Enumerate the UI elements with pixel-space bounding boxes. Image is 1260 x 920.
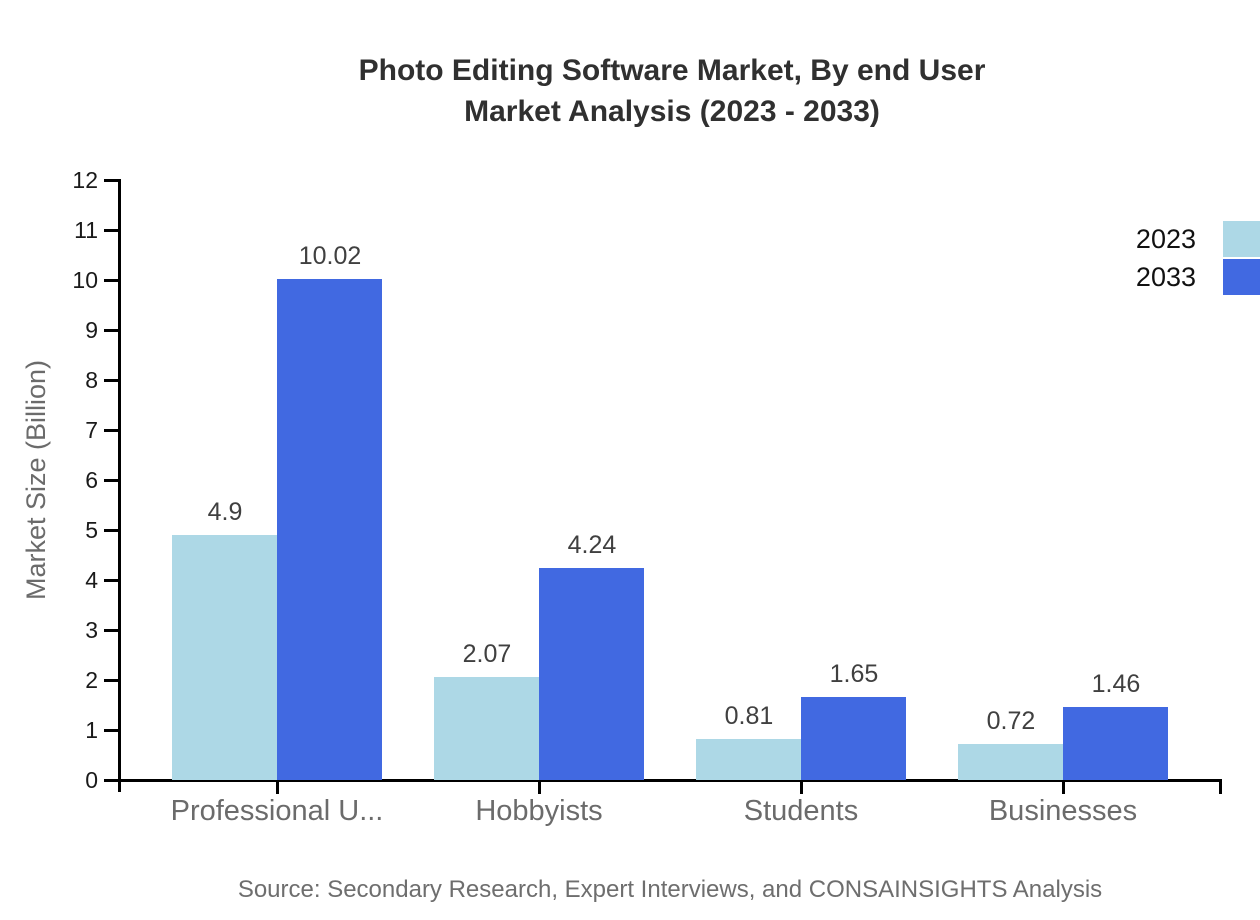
y-axis-tick xyxy=(104,679,118,682)
chart-title-line-1: Photo Editing Software Market, By end Us… xyxy=(358,54,986,87)
y-axis-tick xyxy=(104,629,118,632)
bar-2033-2 xyxy=(801,697,906,780)
x-axis-tick xyxy=(1062,780,1065,794)
bar-2033-0 xyxy=(277,279,382,780)
bar-value-label: 0.72 xyxy=(986,707,1036,735)
x-axis-tick xyxy=(276,780,279,794)
legend-label-2023: 2023 xyxy=(1135,224,1196,254)
y-axis-tick-label: 1 xyxy=(85,717,98,743)
x-axis-tick xyxy=(538,780,541,794)
bar-value-label: 1.46 xyxy=(1091,670,1141,698)
bar-value-label: 2.07 xyxy=(462,640,512,668)
y-axis-tick xyxy=(104,229,118,232)
chart-title-line-2: Market Analysis (2023 - 2033) xyxy=(464,95,880,128)
bar-value-label: 1.65 xyxy=(829,660,879,688)
y-axis-tick xyxy=(104,479,118,482)
legend-swatch-2023[interactable] xyxy=(1223,221,1260,257)
bar-value-label: 4.24 xyxy=(567,531,617,559)
source-note: Source: Secondary Research, Expert Inter… xyxy=(237,876,1103,903)
y-axis-tick xyxy=(104,379,118,382)
y-axis-tick-label: 7 xyxy=(85,417,98,443)
bar-2023-1 xyxy=(434,677,539,780)
y-axis-tick-label: 6 xyxy=(85,467,98,493)
y-axis-tick-label: 8 xyxy=(85,367,98,393)
y-axis-tick xyxy=(104,529,118,532)
category-label-3: Businesses xyxy=(988,795,1138,827)
y-axis-tick-label: 3 xyxy=(85,617,98,643)
y-axis-tick-label: 12 xyxy=(72,167,98,193)
category-label-2: Students xyxy=(743,795,859,827)
bar-value-label: 4.9 xyxy=(207,498,243,526)
y-axis-tick xyxy=(104,279,118,282)
y-axis-tick xyxy=(104,179,118,182)
bar-2033-3 xyxy=(1063,707,1168,780)
y-axis-line xyxy=(118,179,121,792)
y-axis-tick-label: 2 xyxy=(85,667,98,693)
category-label-1: Hobbyists xyxy=(475,795,603,827)
y-axis-tick xyxy=(104,779,118,782)
bar-value-label: 0.81 xyxy=(724,702,774,730)
x-axis-end-tick xyxy=(1219,780,1222,794)
y-axis-tick-label: 5 xyxy=(85,517,98,543)
y-axis-tick xyxy=(104,329,118,332)
y-axis-tick xyxy=(104,429,118,432)
bar-value-label: 10.02 xyxy=(298,242,362,270)
bar-2033-1 xyxy=(539,568,644,780)
y-axis-tick-label: 4 xyxy=(85,567,98,593)
bar-2023-3 xyxy=(958,744,1063,780)
bar-2023-2 xyxy=(696,739,801,780)
y-axis-tick-label: 9 xyxy=(85,317,98,343)
y-axis-tick-label: 11 xyxy=(74,217,98,243)
category-label-0: Professional U... xyxy=(170,795,384,827)
y-axis-tick xyxy=(104,729,118,732)
y-axis-tick-label: 10 xyxy=(72,267,98,293)
bar-2023-0 xyxy=(172,535,277,780)
legend-swatch-2033[interactable] xyxy=(1223,259,1260,295)
chart-title: Photo Editing Software Market, By end Us… xyxy=(122,50,1222,132)
y-axis-tick-label: 0 xyxy=(85,767,98,793)
y-axis-tick xyxy=(104,579,118,582)
x-axis-tick xyxy=(800,780,803,794)
x-axis-line xyxy=(117,779,1222,782)
legend-label-2033: 2033 xyxy=(1135,262,1196,292)
